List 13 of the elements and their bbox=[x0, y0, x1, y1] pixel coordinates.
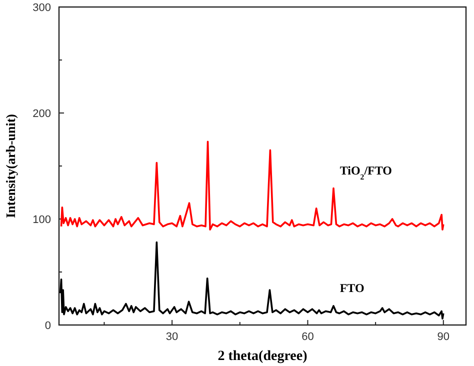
y-tick-label: 300 bbox=[32, 2, 51, 14]
x-tick-label: 90 bbox=[437, 331, 450, 343]
y-tick-label: 0 bbox=[44, 320, 51, 332]
y-axis-title: Intensity(arb-unit) bbox=[3, 114, 18, 218]
series-label: TiO$_{2}$/FTO bbox=[340, 163, 392, 181]
y-tick-label: 200 bbox=[32, 108, 51, 120]
series-label: FTO bbox=[340, 280, 364, 295]
y-tick-label: 100 bbox=[32, 214, 51, 226]
line-series bbox=[60, 140, 444, 230]
x-tick-label: 30 bbox=[166, 331, 178, 343]
x-tick-label: 60 bbox=[302, 331, 314, 343]
line-series bbox=[59, 241, 444, 320]
x-axis-title: 2 theta(degree) bbox=[218, 349, 308, 364]
